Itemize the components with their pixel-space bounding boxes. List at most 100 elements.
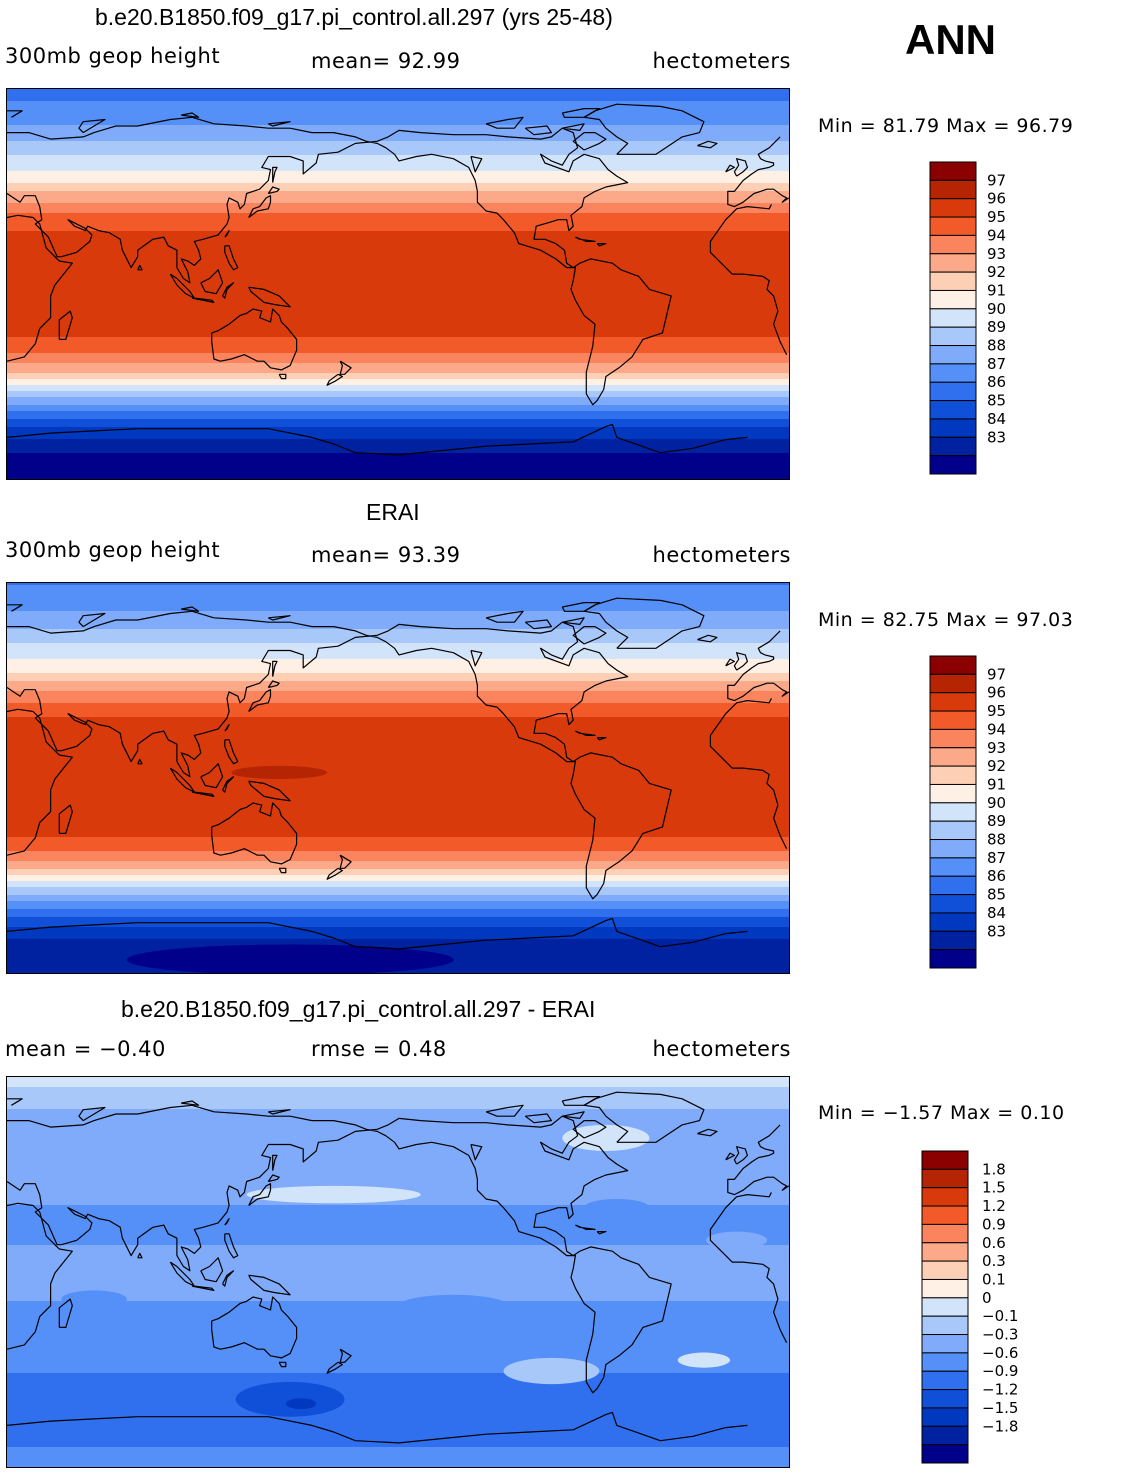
contour-band [7,1221,789,1224]
contour-band [7,847,789,850]
contour-band [7,795,789,798]
contour-band [7,1257,789,1260]
colorbar-box [929,216,977,236]
contour-feature [416,1401,513,1424]
contour-band [7,1323,789,1326]
coastline [267,1174,280,1183]
contour-band [7,387,789,390]
contour-band [7,305,789,308]
contour-band [7,1403,789,1406]
coastline [524,125,552,136]
coastline [697,634,718,643]
contour-band [7,385,789,388]
contour-band [7,707,789,710]
contour-band [7,827,789,830]
coastline [211,1296,298,1359]
contour-band [7,419,789,422]
contour-band [7,1361,789,1364]
colorbar-box [929,747,977,767]
contour-band [7,477,789,479]
contour-band [7,1439,789,1442]
contour-band [7,883,789,886]
contour-feature [285,1398,317,1410]
contour-band [7,341,789,344]
contour-band [7,1245,789,1248]
contour-band [7,1203,789,1206]
contour-band [7,1457,789,1460]
contour-band [7,1433,789,1436]
coastline [268,121,291,127]
contour-band [7,181,789,184]
contour-band [7,879,789,882]
contour-band [7,309,789,312]
contour-band [7,1373,789,1376]
contour-band [7,1421,789,1424]
contour-band [7,467,789,470]
contour-band [7,1311,789,1314]
contour-band [7,247,789,250]
colorbar-label: 89 [987,812,1006,830]
colorbar-label: 88 [987,337,1006,355]
contour-band [7,1205,789,1208]
colorbar-box [929,253,977,273]
contour-band [7,1349,789,1352]
contour-band [7,639,789,642]
contour-band [7,1187,789,1190]
contour-band [7,635,789,638]
contour-band [7,99,789,102]
contour-band [7,675,789,678]
contour-band [7,939,789,942]
colorbar-box [929,234,977,255]
colorbar-box [921,1223,969,1244]
contour-band [7,925,789,928]
contour-band [7,1391,789,1394]
contour-band [7,117,789,120]
contour-band [7,425,789,428]
contour-band [7,337,789,340]
contour-band [7,469,789,472]
contour-band [7,1271,789,1274]
colorbar-label: 1.8 [982,1160,1006,1178]
colorbar-label: 92 [987,263,1006,281]
contour-band [7,353,789,356]
colorbar-label: 91 [987,281,1006,299]
contour-band [7,1435,789,1438]
contour-band [7,1171,789,1174]
contour-band [7,293,789,296]
coastline [561,108,600,118]
contour-band [7,1153,789,1156]
contour-band [7,111,789,114]
colorbar-box [929,161,977,181]
contour-band [7,1225,789,1228]
contour-band [7,155,789,158]
contour-band [7,213,789,216]
coastline [485,1104,524,1117]
contour-band [7,223,789,226]
contour-band [7,471,789,474]
contour-band [7,807,789,810]
contour-band [7,595,789,598]
contour-band [7,601,789,604]
contour-band [7,659,789,662]
contour-band [7,167,789,170]
contour-band [7,655,789,658]
colorbar-box [929,400,977,420]
contour-band [7,1463,789,1466]
contour-band [7,475,789,478]
contour-band [7,1437,789,1440]
colorbar-label: −0.3 [982,1326,1018,1344]
contour-band [7,227,789,230]
contour-band [7,465,789,468]
contour-band [7,1083,789,1086]
contour-band [7,1339,789,1342]
contour-band [7,473,789,476]
contour-band [7,1447,789,1450]
contour-band [7,135,789,138]
contour-band [7,773,789,776]
panel-2-units: hectometers [652,543,791,567]
colorbar-box [921,1278,969,1299]
contour-band [7,277,789,280]
contour-band [7,185,789,188]
contour-band [7,819,789,822]
contour-band [7,613,789,616]
